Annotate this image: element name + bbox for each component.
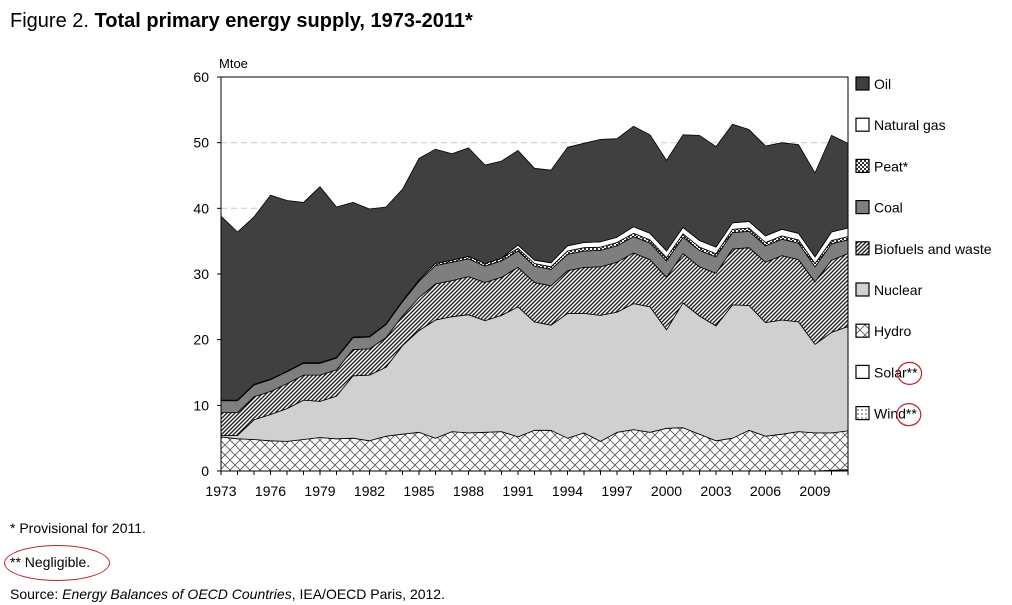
y-axis-label: Mtoe	[219, 56, 248, 71]
legend-label-nuclear: Nuclear	[874, 282, 923, 298]
legend: Wind** Solar** Hydro Nuclear Biofuels and wa…	[855, 76, 992, 427]
x-tick-label-1988: 1988	[453, 483, 484, 499]
legend-label-peat: Peat*	[874, 158, 909, 174]
footnote-provisional: * Provisional for 2011.	[10, 520, 146, 536]
legend-label-coal: Coal	[874, 200, 903, 216]
source-suffix: , IEA/OECD Paris, 2012.	[291, 586, 445, 602]
y-tick-label-0: 0	[201, 463, 209, 479]
legend-swatch-natural-gas	[855, 117, 870, 132]
figure-label: Figure 2.	[10, 10, 89, 32]
legend-label-wind: Wind**	[874, 406, 917, 422]
x-tick-label-1997: 1997	[601, 483, 632, 499]
legend-item-peat: Peat*	[855, 158, 909, 174]
legend-swatch-biofuels-and-waste	[855, 241, 870, 256]
x-tick-label-2000: 2000	[651, 483, 682, 499]
x-tick-label-2003: 2003	[700, 483, 731, 499]
legend-label-oil: Oil	[874, 76, 891, 92]
x-tick-label-2006: 2006	[750, 483, 781, 499]
legend-item-biofuels-and-waste: Biofuels and waste	[855, 241, 992, 257]
legend-label-natural-gas: Natural gas	[874, 117, 946, 133]
source-title: Energy Balances of OECD Countries	[62, 586, 292, 602]
legend-label-hydro: Hydro	[874, 323, 912, 339]
legend-item-oil: Oil	[855, 76, 891, 92]
y-tick-label-40: 40	[193, 200, 209, 216]
y-tick-label-20: 20	[193, 332, 209, 348]
y-tick-label-10: 10	[193, 397, 209, 413]
legend-swatch-wind	[855, 406, 870, 421]
legend-item-natural-gas: Natural gas	[855, 117, 946, 133]
y-tick-label-30: 30	[193, 266, 209, 282]
legend-swatch-coal	[855, 200, 870, 215]
y-tick-label-60: 60	[193, 69, 209, 85]
legend-swatch-hydro	[855, 323, 870, 338]
area-series	[220, 123, 849, 472]
x-tick-label-1976: 1976	[255, 483, 286, 499]
x-tick-label-1979: 1979	[304, 483, 335, 499]
legend-circle-annotation-wind	[896, 403, 922, 427]
x-tick-label-1982: 1982	[354, 483, 385, 499]
legend-swatch-nuclear	[855, 282, 870, 297]
legend-label-biofuels-and-waste: Biofuels and waste	[874, 241, 992, 257]
x-tick-label-1991: 1991	[502, 483, 533, 499]
x-tick-label-1994: 1994	[552, 483, 583, 499]
legend-item-wind: Wind**	[855, 403, 922, 427]
negligible-circle-annotation	[4, 545, 110, 581]
legend-item-solar: Solar**	[855, 361, 923, 385]
legend-swatch-oil	[855, 76, 870, 91]
legend-swatch-peat	[855, 158, 870, 173]
source-note: Source: Energy Balances of OECD Countrie…	[10, 586, 445, 602]
figure-title: Figure 2. Total primary energy supply, 1…	[10, 10, 473, 33]
legend-item-hydro: Hydro	[855, 323, 912, 339]
legend-item-coal: Coal	[855, 200, 903, 216]
source-prefix: Source:	[10, 586, 63, 602]
x-tick-label-1985: 1985	[403, 483, 434, 499]
x-tick-label-2009: 2009	[799, 483, 830, 499]
legend-circle-annotation-solar	[896, 361, 923, 385]
axes: 0 10 20 30 40 50 60 Mtoe 1973 1976 1979 1982 1985 198…	[193, 56, 849, 499]
figure-title-text: Total primary energy supply, 1973-2011*	[94, 10, 473, 32]
x-tick-label-1973: 1973	[205, 483, 236, 499]
legend-swatch-solar	[855, 364, 870, 379]
legend-item-nuclear: Nuclear	[855, 282, 923, 298]
y-tick-label-50: 50	[193, 135, 209, 151]
legend-label-solar: Solar**	[874, 364, 918, 380]
